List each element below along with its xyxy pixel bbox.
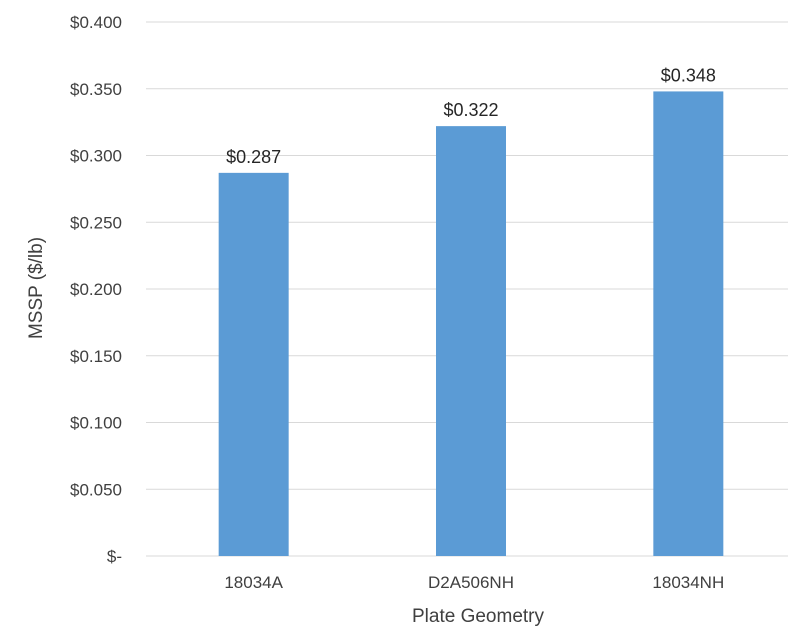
x-axis-ticks: 18034A D2A506NH 18034NH	[224, 573, 724, 592]
y-tick-label: $0.050	[70, 480, 122, 499]
data-label: $0.287	[226, 147, 281, 167]
bar-d2a506nh	[436, 126, 506, 556]
x-axis-title: Plate Geometry	[412, 606, 544, 627]
y-tick-label: $0.150	[70, 347, 122, 366]
x-tick-label: D2A506NH	[428, 573, 514, 592]
bar-18034a	[218, 172, 289, 557]
y-axis-ticks: $- $0.050 $0.100 $0.150 $0.200 $0.250 $0.300 $0…	[70, 13, 122, 566]
data-labels: $0.287 $0.322 $0.348	[226, 65, 716, 166]
bar-18034nh	[653, 91, 724, 557]
y-tick-label: $0.300	[70, 147, 122, 166]
data-label: $0.322	[443, 100, 498, 120]
y-axis-title: MSSP ($/lb)	[26, 237, 47, 339]
bars	[218, 91, 724, 557]
y-tick-label: $0.250	[70, 213, 122, 232]
x-tick-label: 18034A	[224, 573, 283, 592]
y-tick-label: $0.400	[70, 13, 122, 32]
y-tick-label: $-	[107, 547, 122, 566]
y-tick-label: $0.350	[70, 80, 122, 99]
y-tick-label: $0.200	[70, 280, 122, 299]
x-tick-label: 18034NH	[652, 573, 724, 592]
y-tick-label: $0.100	[70, 414, 122, 433]
data-label: $0.348	[661, 65, 716, 85]
